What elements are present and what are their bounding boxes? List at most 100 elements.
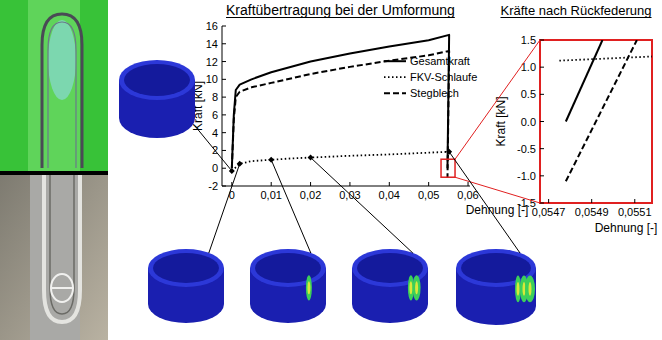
- y-tick-label: 1.0: [521, 61, 536, 73]
- chart: Kraftübertragung bei der Umformung-20246…: [191, 2, 528, 217]
- y-axis-label: Kraft [kN]: [494, 96, 508, 146]
- x-tick: [428, 182, 429, 186]
- series-line: [232, 51, 449, 178]
- series-line: [566, 40, 603, 122]
- y-tick: [222, 26, 226, 27]
- y-tick-label: 0.5: [521, 88, 536, 100]
- connector: [311, 158, 413, 253]
- y-tick: [540, 203, 544, 204]
- photo-loop-shadow: [50, 172, 74, 314]
- series-line: [566, 40, 637, 181]
- ring-hole: [352, 249, 428, 323]
- x-tick-label: 0,0547: [532, 206, 566, 218]
- y-tick: [222, 61, 226, 62]
- fem-plate: [0, 0, 108, 172]
- y-tick-label: -2: [208, 180, 218, 192]
- fem-loop: [42, 14, 82, 168]
- zoom-line: [455, 40, 540, 159]
- photo-loop: [44, 172, 80, 322]
- y-tick-label: 4: [212, 127, 218, 139]
- x-tick: [634, 199, 635, 203]
- y-tick-label: 14: [206, 38, 218, 50]
- ring-inner-wall: [250, 249, 326, 323]
- title-underline: [226, 17, 455, 18]
- title-underline: [500, 17, 651, 18]
- photo-bar: [51, 287, 73, 289]
- x-tick: [468, 182, 469, 186]
- connector: [271, 160, 311, 253]
- zoom-indicator: [441, 40, 540, 203]
- y-tick: [222, 114, 226, 115]
- legend-label: Gesamtkraft: [410, 55, 470, 67]
- state-marker: [268, 157, 274, 163]
- x-tick: [349, 182, 350, 186]
- ring-hole: [148, 249, 224, 323]
- legend-swatch: [384, 60, 406, 62]
- fem-loop-inner: [48, 22, 76, 168]
- y-tick-label: 16: [206, 20, 218, 32]
- ring-inner-wall: [148, 249, 224, 323]
- y-tick-label: 8: [212, 91, 218, 103]
- y-tick-label: 1.5: [521, 34, 536, 46]
- x-tick-label: 0,0551: [618, 206, 652, 218]
- separator: [0, 171, 108, 175]
- zoom-line: [455, 177, 540, 203]
- plot-area: [559, 40, 652, 181]
- x-tick: [389, 182, 390, 186]
- fem-ring: [119, 60, 195, 138]
- ring-stress-core: [409, 281, 412, 294]
- y-tick: [222, 186, 226, 187]
- figure: Kraftübertragung bei der Umformung-20246…: [0, 0, 662, 340]
- legend-label: Stegblech: [410, 87, 459, 99]
- y-tick-label: 6: [212, 109, 218, 121]
- connector: [449, 152, 520, 253]
- fem-ring: [250, 249, 326, 323]
- y-tick: [540, 40, 544, 41]
- fem-plate-center: [28, 0, 80, 172]
- y-tick-label: -0.5: [517, 143, 536, 155]
- x-tick-label: 0,01: [260, 189, 281, 201]
- y-tick-label: 0.0: [521, 116, 536, 128]
- connector: [195, 126, 232, 171]
- y-tick-label: 10: [206, 73, 218, 85]
- y-tick-label: -1.0: [517, 170, 536, 182]
- y-tick: [222, 168, 226, 169]
- chart-title: Kraftübertragung bei der Umformung: [226, 2, 455, 18]
- chart-title: Kräfte nach Rückfederung: [500, 3, 651, 18]
- photo-eye: [51, 274, 73, 302]
- ring-stress-core: [517, 282, 520, 296]
- photo-plate: [30, 172, 80, 340]
- connectors: [195, 126, 520, 253]
- ring-stress-core: [529, 282, 532, 296]
- specimen-images: [0, 0, 108, 340]
- x-tick: [310, 182, 311, 186]
- legend: GesamtkraftFKV-SchlaufeStegblech: [384, 55, 477, 99]
- fem-ring: [148, 249, 224, 323]
- zoom-box: [441, 159, 455, 177]
- state-marker: [237, 161, 243, 167]
- y-tick: [540, 94, 544, 95]
- ring-inner-wall: [119, 60, 195, 138]
- x-tick-label: 0,0549: [575, 206, 609, 218]
- ring-stress-spot: [525, 276, 535, 303]
- fem-ring: [456, 249, 536, 325]
- x-axis: [222, 186, 470, 187]
- series-line: [559, 56, 652, 60]
- legend-swatch: [384, 76, 406, 78]
- ring-hole: [456, 249, 536, 325]
- fem-ring: [352, 249, 428, 323]
- y-tick: [222, 150, 226, 151]
- x-tick-label: 0,06: [457, 189, 478, 201]
- x-tick: [271, 182, 272, 186]
- y-tick: [222, 97, 226, 98]
- ring-stress-spot: [306, 275, 312, 300]
- ring-inner-floor: [124, 102, 190, 134]
- connector: [209, 164, 240, 253]
- state-marker: [446, 149, 452, 155]
- x-tick-label: 0: [229, 189, 235, 201]
- ring-inner-floor: [153, 289, 219, 319]
- x-axis-label: Dehnung [-]: [595, 221, 658, 235]
- state-marker: [308, 155, 314, 161]
- x-tick: [591, 199, 592, 203]
- state-marker: [229, 168, 235, 174]
